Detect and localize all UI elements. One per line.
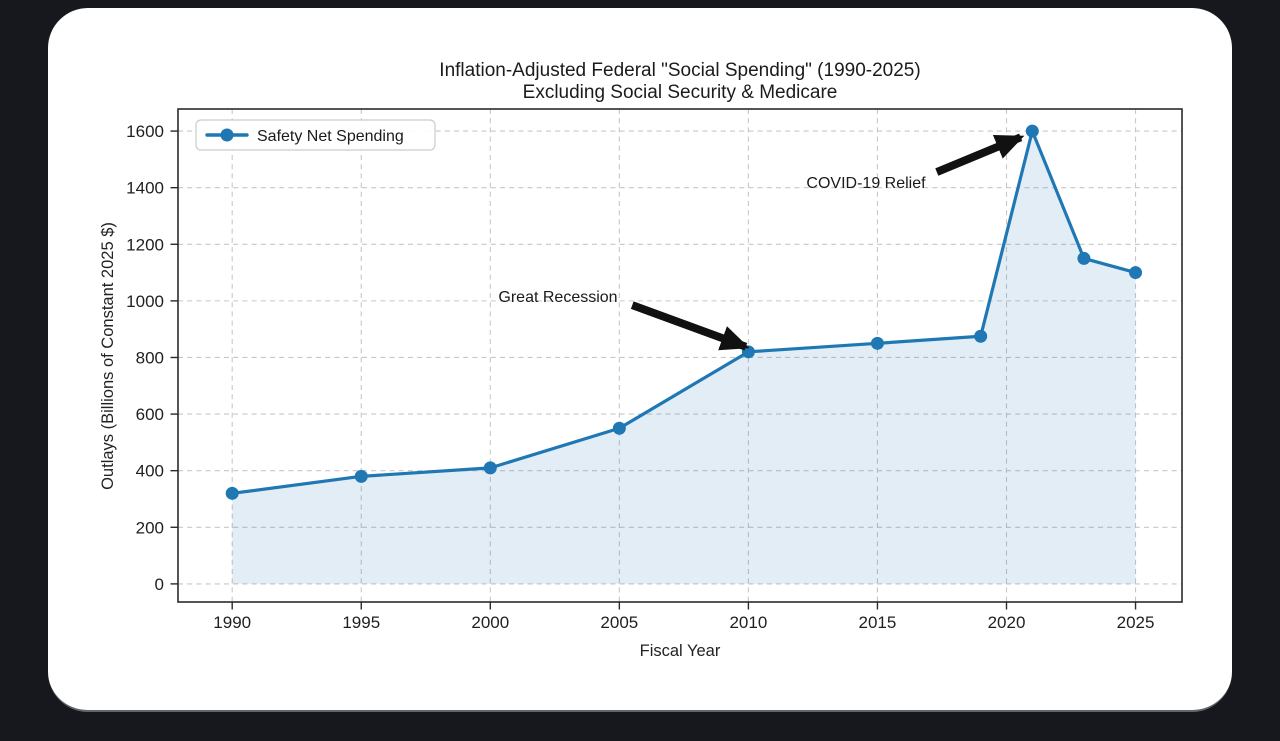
- data-point-marker: [1129, 266, 1143, 280]
- chart-title: Inflation-Adjusted Federal "Social Spend…: [439, 60, 920, 81]
- data-point-marker: [870, 336, 884, 350]
- y-tick-label: 200: [136, 518, 164, 537]
- y-tick-label: 1200: [126, 235, 164, 254]
- chart-subtitle: Excluding Social Security & Medicare: [523, 82, 838, 103]
- x-tick-label: 2010: [729, 613, 767, 632]
- data-point-marker: [354, 469, 368, 483]
- x-tick-label: 1995: [342, 613, 380, 632]
- y-tick-label: 1000: [126, 292, 164, 311]
- y-tick-label: 800: [136, 348, 164, 367]
- plot-border: [177, 108, 1183, 603]
- x-tick-label: 2015: [859, 613, 897, 632]
- annotation-great-recession: Great Recession: [498, 289, 617, 306]
- series-area-fill: [232, 131, 1136, 584]
- data-point-marker: [612, 421, 626, 435]
- legend-label: Safety Net Spending: [257, 128, 404, 145]
- y-tick-label: 0: [155, 575, 164, 594]
- annotation-covid-relief: COVID-19 Relief: [806, 175, 926, 192]
- y-tick-label: 1400: [126, 179, 164, 198]
- x-tick-label: 2000: [471, 613, 509, 632]
- y-tick-label: 1600: [126, 122, 164, 141]
- x-tick-label: 1990: [213, 613, 251, 632]
- x-axis-label: Fiscal Year: [640, 642, 721, 660]
- data-point-marker: [483, 461, 497, 475]
- x-tick-label: 2020: [988, 613, 1026, 632]
- data-point-marker: [225, 486, 239, 500]
- legend-box: [195, 119, 436, 151]
- plot-area: 1990 1995 2000 2005 2010 2015 2020 2025 0 200 400 6…: [126, 108, 1183, 632]
- data-point-marker: [1025, 124, 1039, 138]
- y-tick-label: 400: [136, 462, 164, 481]
- legend-marker-icon: [220, 128, 234, 142]
- y-tick-label: 600: [136, 405, 164, 424]
- x-tick-label: 2025: [1117, 613, 1155, 632]
- y-axis-label: Outlays (Billions of Constant 2025 $): [99, 222, 117, 490]
- data-point-marker: [974, 329, 988, 343]
- legend: Safety Net Spending: [195, 119, 436, 151]
- x-tick-label: 2005: [600, 613, 638, 632]
- annotation-arrow: [935, 133, 1025, 176]
- annotation-arrow: [630, 301, 750, 351]
- data-point-marker: [1077, 251, 1091, 265]
- series-line: [230, 129, 1138, 495]
